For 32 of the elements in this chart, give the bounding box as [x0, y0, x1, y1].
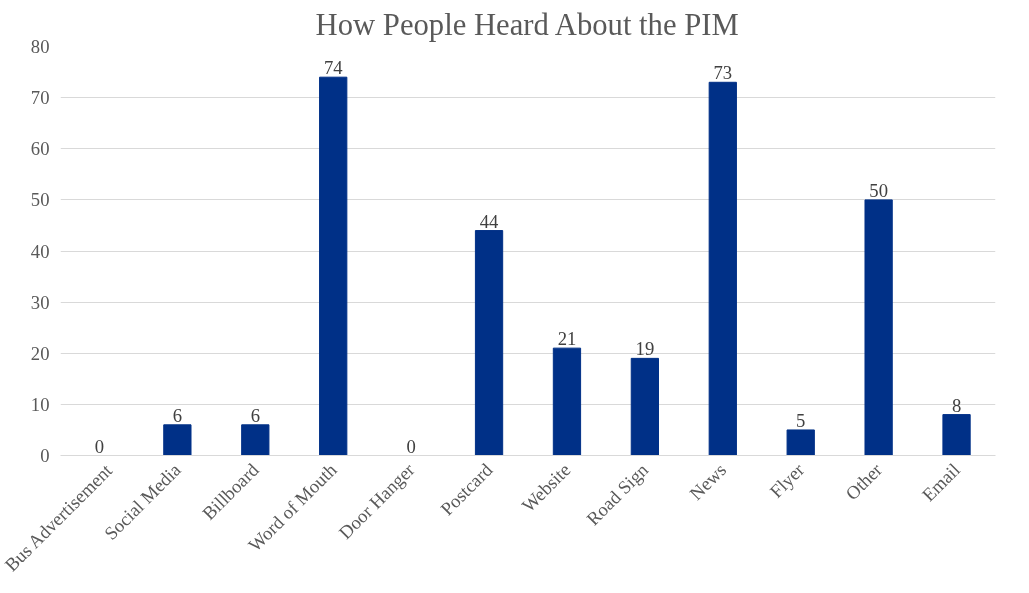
data-label: 6 [250, 404, 260, 426]
y-tick-label: 10 [30, 393, 50, 415]
y-tick-label: 30 [30, 291, 50, 313]
data-label: 19 [635, 338, 655, 360]
data-label: 50 [869, 179, 888, 201]
bar [786, 429, 815, 456]
y-tick-label: 80 [30, 36, 50, 57]
y-tick-label: 70 [30, 87, 50, 109]
chart-title: How People Heard About the PIM [315, 7, 739, 42]
data-label: 6 [172, 404, 183, 426]
bar [708, 81, 737, 456]
data-label: 5 [796, 409, 806, 431]
bar [552, 347, 582, 456]
bar [474, 230, 504, 456]
bar [241, 424, 270, 456]
data-label: 8 [951, 394, 962, 416]
data-label: 73 [713, 62, 733, 84]
data-label: 74 [323, 57, 344, 79]
y-tick-label: 0 [40, 445, 50, 466]
bar [163, 424, 192, 456]
y-tick-label: 20 [30, 342, 50, 364]
bar [864, 199, 893, 456]
bar [630, 357, 660, 456]
data-label: 0 [94, 435, 105, 457]
y-tick-label: 60 [30, 138, 50, 160]
y-tick-label: 50 [30, 189, 50, 211]
y-tick-label: 40 [30, 240, 50, 262]
data-label: 21 [557, 328, 577, 350]
bar [942, 414, 971, 456]
data-label: 0 [406, 435, 416, 457]
data-label: 44 [479, 210, 500, 232]
bar [319, 76, 348, 456]
